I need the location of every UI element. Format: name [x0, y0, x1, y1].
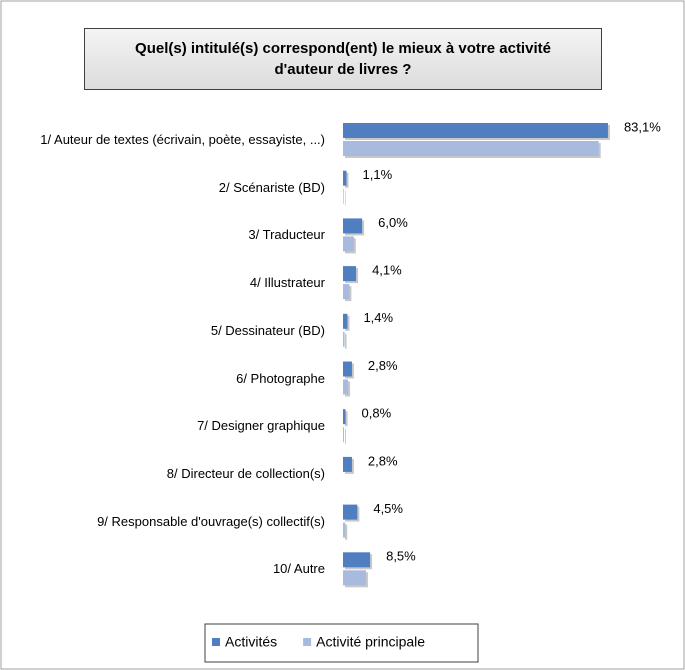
bar-shadow: [345, 429, 346, 445]
bar-shadow: [345, 190, 346, 206]
bar: [343, 379, 349, 395]
bar: [343, 504, 358, 520]
category-label: 9/ Responsable d'ouvrage(s) collectif(s): [97, 513, 325, 529]
category-label: 7/ Designer graphique: [197, 418, 325, 434]
bar: [343, 313, 348, 329]
bar-shadow: [345, 172, 349, 188]
category-label: 2/ Scénariste (BD): [218, 179, 325, 195]
legend-swatch: [212, 638, 220, 646]
bar: [343, 170, 347, 186]
value-label: 2,8%: [368, 453, 398, 468]
value-label: 6,0%: [378, 215, 408, 230]
value-label: 1,1%: [363, 167, 393, 182]
bar: [343, 522, 346, 538]
bar: [343, 427, 344, 443]
legend-label: Activité principale: [316, 634, 425, 650]
bar: [343, 188, 344, 204]
value-label: 4,5%: [373, 501, 403, 516]
bar: [343, 456, 352, 472]
bar: [343, 141, 599, 156]
bar: [343, 236, 354, 252]
bar: [343, 284, 350, 300]
bar: [343, 552, 371, 568]
value-label: 83,1%: [624, 119, 661, 134]
category-label: 6/ Photographe: [236, 370, 325, 386]
value-label: 1,4%: [363, 310, 393, 325]
value-label: 2,8%: [368, 358, 398, 373]
category-label: 1/ Auteur de textes (écrivain, poète, es…: [40, 132, 325, 147]
bar: [343, 218, 363, 234]
legend-label: Activités: [225, 634, 277, 650]
bar-shadow: [345, 333, 347, 349]
category-label: 10/ Autre: [272, 561, 325, 577]
bar: [343, 409, 346, 425]
category-label: 8/ Directeur de collection(s): [166, 465, 325, 481]
legend-box: [204, 623, 479, 663]
bar: [343, 331, 345, 347]
category-label: 3/ Traducteur: [248, 227, 325, 243]
bar: [343, 570, 366, 586]
bar-shadow: [345, 411, 348, 427]
legend-swatch: [303, 638, 312, 646]
value-label: 4,1%: [372, 263, 402, 278]
value-label: 8,5%: [386, 549, 416, 564]
chart-title: Quel(s) intitulé(s) correspond(ent) le m…: [84, 28, 602, 90]
bar: [343, 123, 608, 138]
bar: [343, 266, 357, 282]
category-label: 5/ Dessinateur (BD): [210, 322, 325, 338]
bar: [343, 361, 352, 377]
value-label: 0,8%: [362, 406, 392, 421]
category-label: 4/ Illustrateur: [249, 275, 325, 291]
bar-shadow: [345, 524, 348, 540]
